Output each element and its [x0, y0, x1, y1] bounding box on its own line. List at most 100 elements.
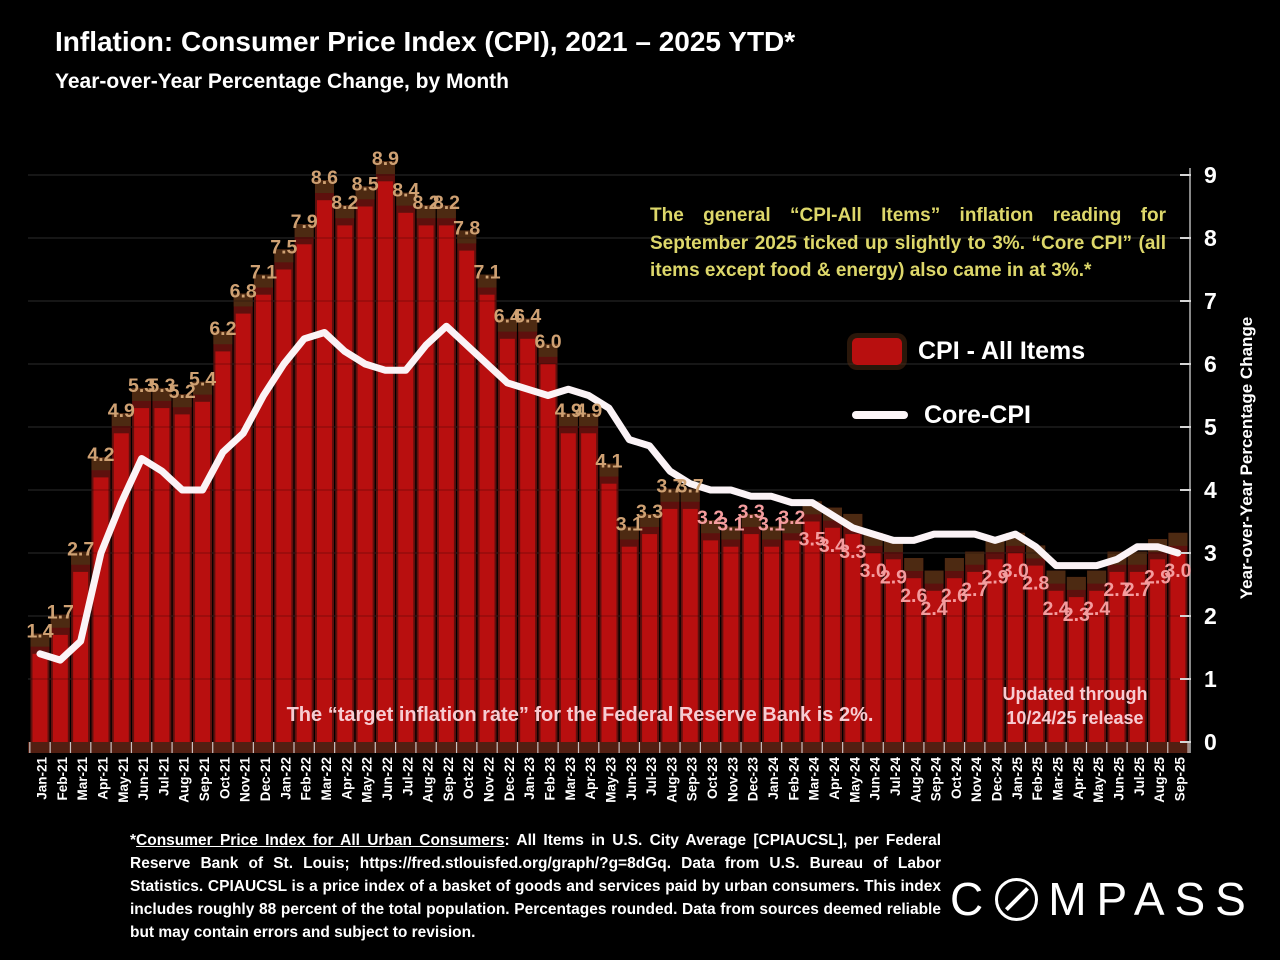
x-tick-label: May-22: [360, 757, 375, 803]
bar: [1048, 590, 1064, 742]
bar-label: 7.1: [250, 262, 277, 284]
bar: [764, 546, 780, 742]
x-tick-label: Feb-23: [543, 757, 558, 801]
bar-cap: [944, 558, 964, 572]
bar-cap: [91, 457, 111, 471]
bar-cap: [538, 343, 558, 357]
updated-through-note: Updated through 10/24/25 release: [970, 682, 1180, 731]
x-tick-label: Aug-24: [908, 757, 923, 803]
x-tick-label: May-23: [603, 757, 618, 803]
y-tick-label: 6: [1204, 351, 1217, 377]
legend-label-core: Core-CPI: [924, 400, 1031, 429]
chart-legend: CPI - All Items Core-CPI: [852, 334, 1085, 462]
y-tick-label: 1: [1204, 666, 1217, 692]
x-tick-label: Jan-22: [278, 757, 293, 800]
bar-label: 8.9: [372, 148, 399, 170]
bar-label: 8.5: [352, 173, 379, 195]
bar-label: 8.6: [311, 167, 338, 189]
x-tick-label: Apr-21: [95, 757, 110, 800]
bar: [987, 559, 1003, 742]
line-swatch-icon: [852, 411, 908, 419]
bar-cap: [1066, 576, 1086, 590]
bar-cap: [1168, 532, 1188, 546]
y-tick-label: 4: [1204, 477, 1217, 503]
x-tick-label: Apr-22: [339, 757, 354, 800]
bar-cap: [416, 205, 436, 219]
y-tick-label: 2: [1204, 603, 1217, 629]
x-tick-label: Dec-21: [258, 757, 273, 802]
bar: [499, 338, 515, 742]
bar: [601, 483, 617, 742]
bar-cap: [782, 520, 802, 534]
bar-label: 3.2: [697, 507, 724, 529]
x-tick-label: Sep-22: [441, 757, 456, 801]
logo-letter-c: C: [950, 873, 994, 925]
bar-label: 2.3: [1063, 604, 1090, 626]
bar-cap: [355, 186, 375, 200]
x-tick-label: Jan-25: [1010, 757, 1025, 800]
y-axis-title: Year-over-Year Percentage Change: [1237, 316, 1256, 600]
x-tick-label: Apr-25: [1071, 757, 1086, 800]
bar-cap: [71, 551, 91, 565]
target-inflation-note: The “target inflation rate” for the Fede…: [286, 704, 874, 726]
x-tick-label: Dec-23: [746, 757, 761, 802]
bar-label: 3.1: [758, 514, 785, 536]
bar-label: 2.7: [67, 539, 94, 561]
x-tick-label: Mar-25: [1051, 757, 1066, 801]
bar-label: 4.9: [575, 400, 602, 422]
x-tick-label: May-24: [847, 757, 862, 803]
bar: [93, 477, 109, 742]
bar-cap: [396, 192, 416, 206]
footnote-rest: : All Items in U.S. City Average [CPIAUC…: [130, 832, 941, 941]
legend-item-core: Core-CPI: [852, 398, 1085, 432]
bar: [540, 364, 556, 742]
bar-cap: [132, 387, 152, 401]
bar-label: 3.1: [616, 514, 643, 536]
footnote: *Consumer Price Index for All Urban Cons…: [130, 830, 941, 945]
x-tick-label: Sep-21: [197, 757, 212, 802]
bar: [174, 414, 190, 742]
page-title: Inflation: Consumer Price Index (CPI), 2…: [55, 26, 796, 57]
bar: [316, 200, 332, 742]
bar: [1068, 597, 1084, 742]
bar-label: 7.1: [473, 262, 500, 284]
bar: [276, 269, 292, 742]
page-subtitle: Year-over-Year Percentage Change, by Mon…: [55, 70, 509, 93]
bar: [885, 559, 901, 742]
bar-cap: [660, 488, 680, 502]
bar-swatch-icon: [852, 337, 902, 365]
x-tick-label: Jul-25: [1132, 757, 1147, 797]
bar: [865, 553, 881, 742]
bar-cap: [1046, 570, 1066, 584]
x-tick-label: Apr-24: [827, 757, 842, 800]
y-tick-label: 3: [1204, 540, 1217, 566]
bar-label: 2.7: [1103, 579, 1130, 601]
y-tick-label: 0: [1204, 729, 1217, 755]
bar-label: 2.9: [981, 566, 1008, 588]
bar-label: 7.9: [291, 211, 318, 233]
bar-label: 8.2: [433, 192, 460, 214]
bar-label: 3.0: [860, 560, 887, 582]
bar-cap: [477, 274, 497, 288]
bar-label: 1.4: [26, 621, 53, 643]
bar-cap: [1087, 570, 1107, 584]
bar: [398, 212, 414, 743]
bar: [1028, 565, 1044, 742]
x-tick-label: Jan-24: [766, 757, 781, 800]
bar-cap: [335, 205, 355, 219]
compass-o-icon: [995, 877, 1039, 921]
bar: [256, 294, 272, 742]
x-tick-label: Jun-21: [136, 757, 151, 801]
bar-cap: [924, 570, 944, 584]
bar-label: 3.0: [1164, 560, 1191, 582]
bar: [113, 433, 129, 742]
x-tick-label: Aug-23: [664, 757, 679, 803]
updated-line1: Updated through: [1002, 684, 1148, 704]
x-tick-label: Nov-24: [969, 757, 984, 803]
bar-cap: [721, 526, 741, 540]
x-tick-label: Oct-21: [217, 757, 232, 800]
bar-label: 2.4: [1083, 598, 1110, 620]
x-tick-label: Apr-23: [583, 757, 598, 800]
bar: [906, 578, 922, 742]
bar: [581, 433, 597, 742]
